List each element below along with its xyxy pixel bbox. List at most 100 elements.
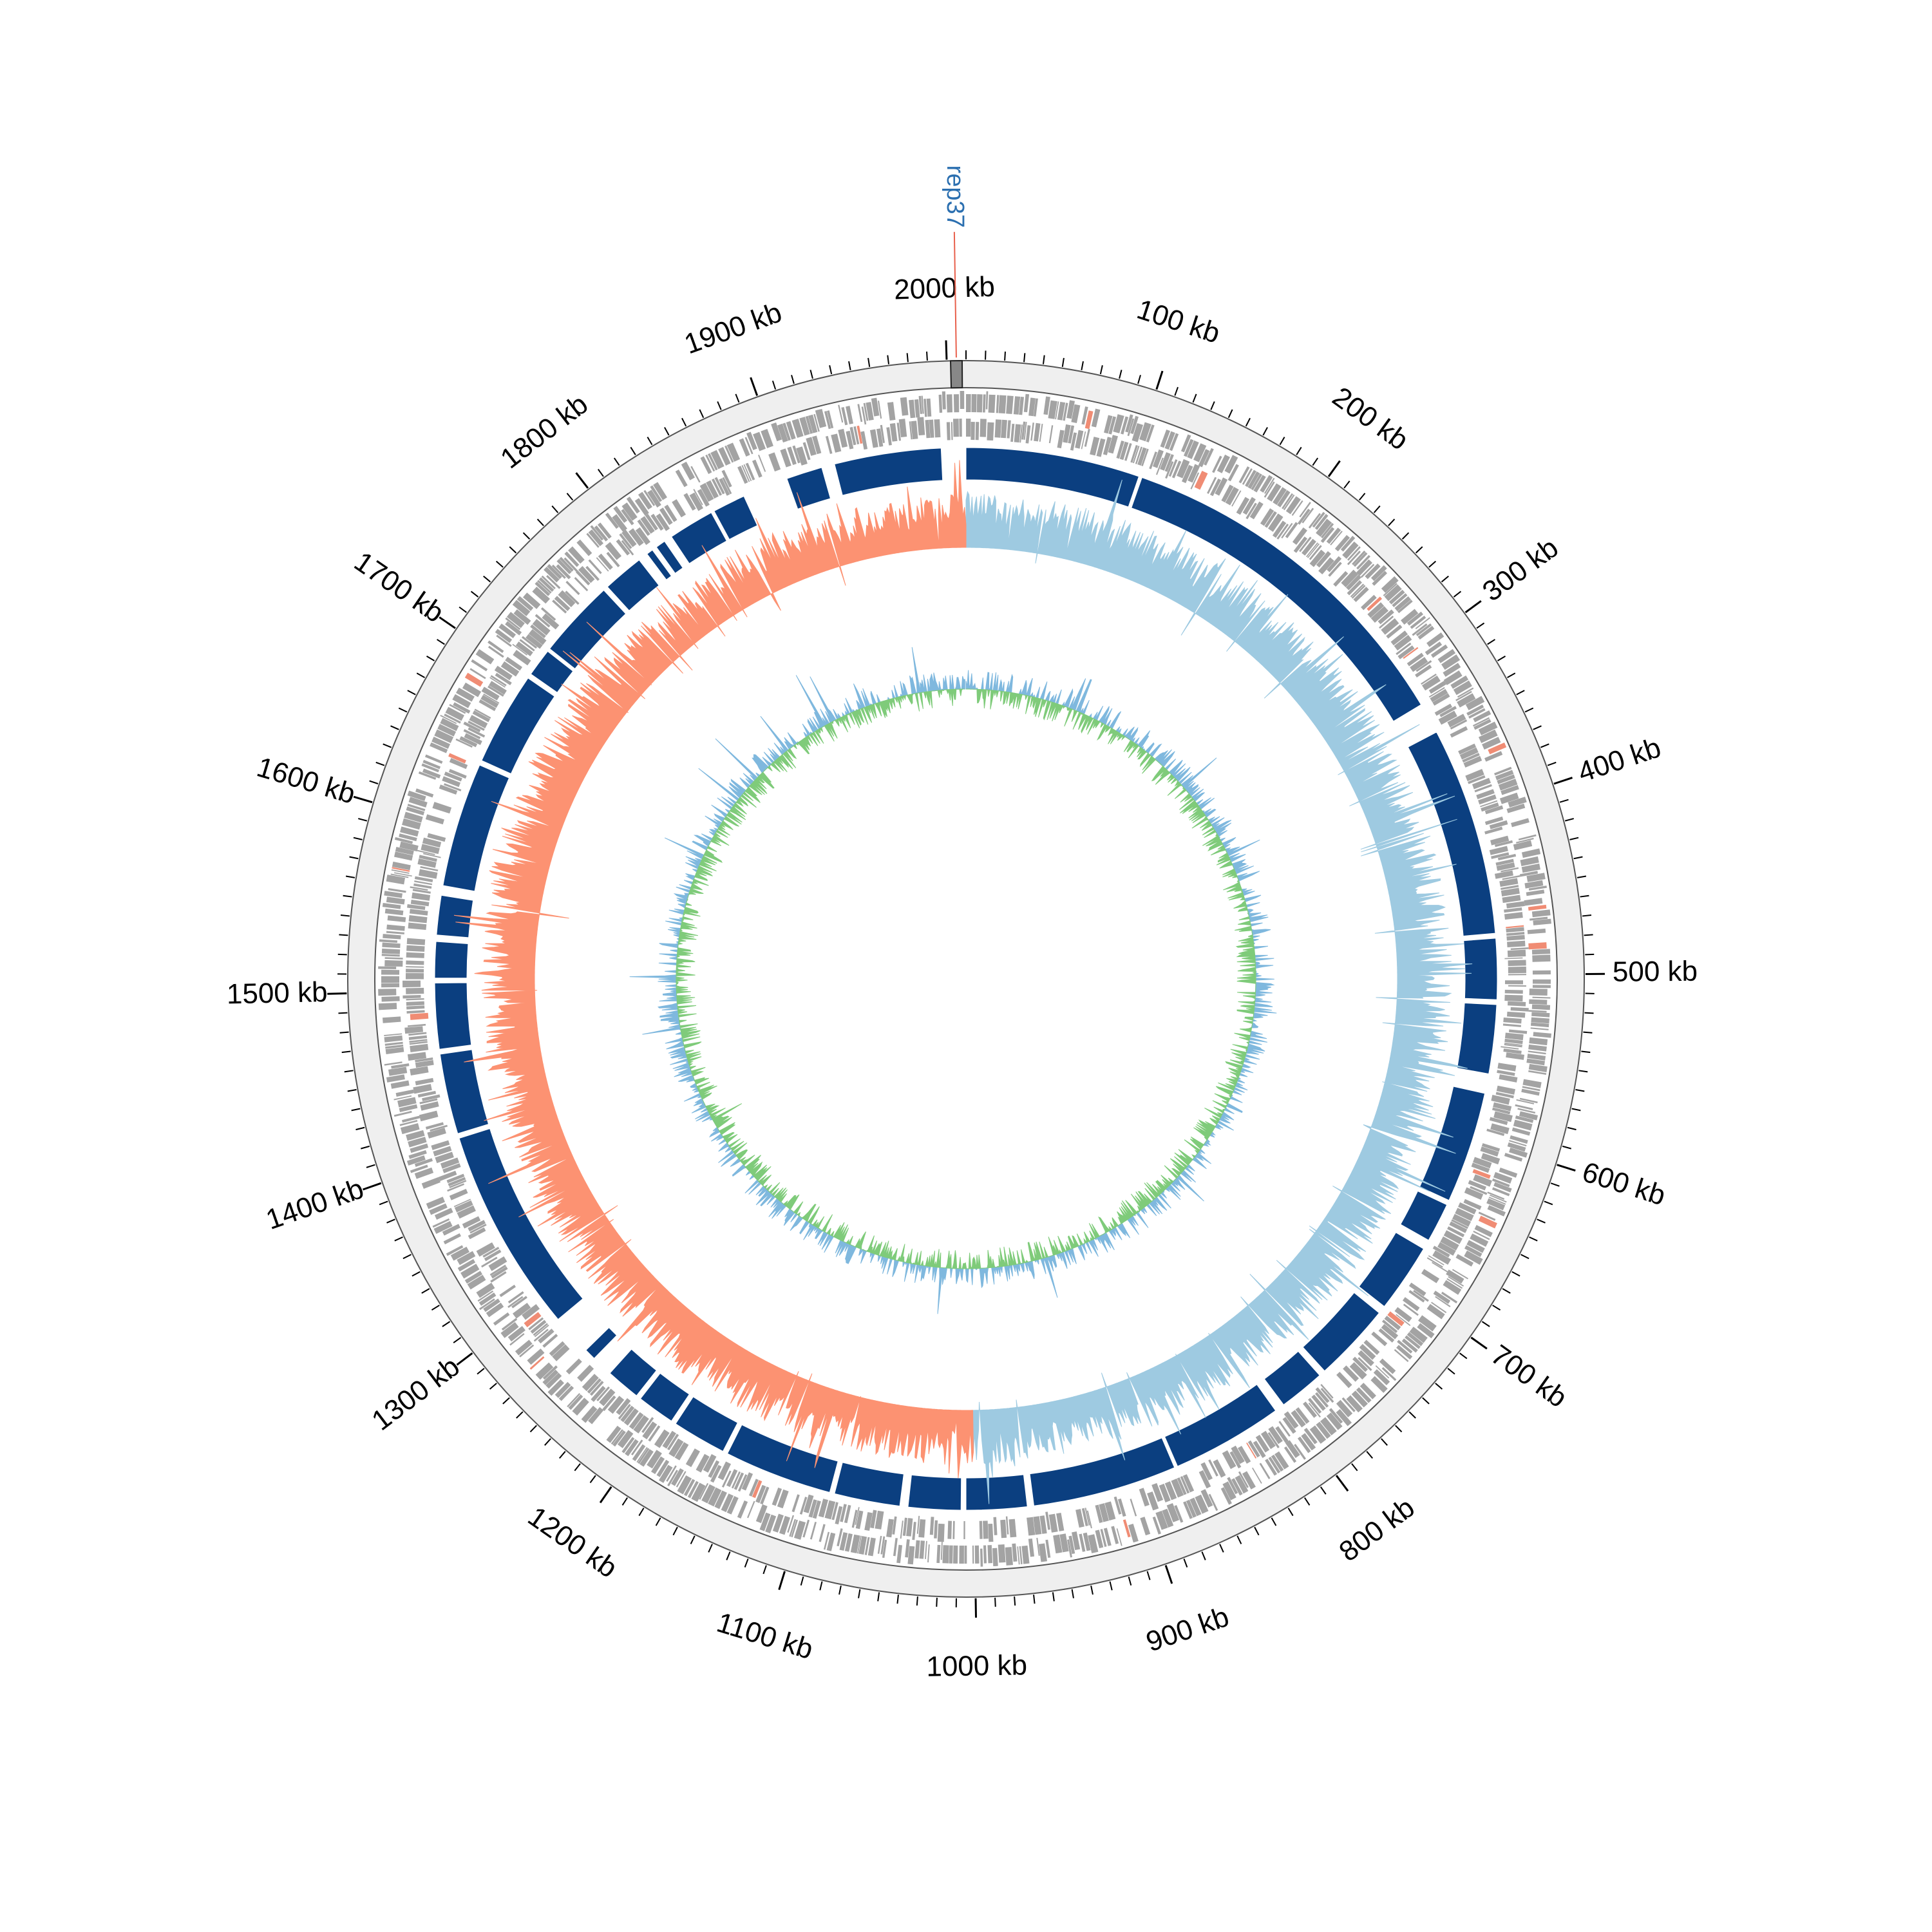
cds-forward-feature [1384, 584, 1402, 601]
cds-reverse-feature [449, 1180, 467, 1188]
cds-forward-feature [1388, 589, 1405, 605]
cds-reverse-feature [792, 445, 800, 464]
cds-reverse-feature [1165, 461, 1174, 479]
minor-tick [347, 1088, 357, 1092]
cds-forward-feature [918, 395, 923, 414]
cds-reverse-feature [552, 600, 567, 614]
cds-forward-feature [399, 833, 417, 842]
minor-tick [1511, 1271, 1520, 1277]
cds-forward-feature [708, 1487, 722, 1507]
cds-forward-feature [1511, 1127, 1531, 1136]
cds-forward-feature [858, 1536, 867, 1555]
minor-tick [1578, 1070, 1588, 1073]
cds-forward-feature [407, 790, 426, 801]
cds-reverse-feature [1025, 425, 1031, 444]
cds-forward-feature [1160, 429, 1170, 448]
cds-reverse-feature [1045, 1511, 1051, 1530]
cds-reverse-feature [407, 904, 426, 910]
cds-reverse-feature [635, 527, 650, 545]
cds-forward-feature [393, 1095, 412, 1101]
cds-forward-feature [478, 1293, 497, 1306]
cds-forward-feature [1285, 1440, 1300, 1458]
cds-forward-feature [471, 659, 488, 672]
minor-tick [1580, 895, 1589, 898]
cds-reverse-feature [422, 853, 441, 858]
cds-reverse-feature [565, 1358, 582, 1375]
minor-tick [339, 934, 348, 936]
cds-reverse-feature [628, 528, 644, 546]
cds-reverse-feature [1180, 1476, 1190, 1494]
cds-forward-feature [1528, 1044, 1547, 1052]
minor-tick [1254, 1526, 1260, 1536]
cds-reverse-feature [637, 519, 650, 536]
cds-reverse-feature [495, 672, 512, 686]
cds-forward-feature [1513, 1119, 1533, 1131]
cds-reverse-feature [925, 419, 931, 439]
cds-reverse-feature [419, 1098, 438, 1104]
syntenic-block [786, 467, 831, 510]
cds-forward-feature [1242, 468, 1253, 485]
cds-forward-feature [1066, 400, 1075, 419]
minor-tick [1296, 446, 1302, 455]
cds-forward-feature [810, 1521, 817, 1540]
cds-forward-feature [507, 1326, 526, 1342]
cds-forward-feature [1264, 481, 1275, 498]
cds-reverse-feature [1130, 444, 1138, 463]
cds-forward-feature [1351, 1390, 1368, 1408]
tick-label: 1400 kb [262, 1173, 368, 1236]
cds-forward-feature [1528, 1010, 1547, 1013]
cds-forward-feature [1146, 424, 1155, 442]
cds-reverse-feature [448, 769, 467, 779]
cds-reverse-feature [406, 945, 425, 952]
cds-reverse-feature [1303, 1401, 1317, 1418]
syntenic-block [1407, 732, 1496, 937]
minor-tick [810, 370, 813, 379]
cds-forward-feature [408, 1150, 427, 1159]
cds-forward-feature [393, 1110, 412, 1117]
cds-reverse-feature [947, 1520, 952, 1539]
cds-forward-feature [1510, 1135, 1528, 1144]
cds-reverse-feature [1396, 1314, 1411, 1326]
syntenic-block [442, 764, 510, 892]
cds-forward-feature [1484, 751, 1503, 762]
cds-forward-feature [1183, 1501, 1193, 1519]
major-tick [1464, 600, 1482, 614]
cds-forward-feature [1353, 552, 1368, 567]
cds-reverse-feature [1480, 800, 1498, 808]
cds-reverse-feature [577, 1365, 594, 1382]
cds-forward-feature [857, 404, 863, 422]
cds-reverse-feature [734, 1472, 744, 1490]
cds-reverse-feature [1506, 925, 1524, 929]
cds-forward-feature [1532, 954, 1551, 962]
cds-reverse-feature [1440, 1236, 1459, 1251]
cds-forward-feature [1473, 719, 1492, 730]
cds-reverse-feature [1056, 1512, 1065, 1531]
cds-reverse-feature [1508, 1029, 1528, 1034]
syntenic-block [459, 1128, 583, 1320]
cds-forward-feature [779, 1515, 791, 1535]
cds-reverse-feature [1413, 1289, 1429, 1302]
cds-reverse-feature [1249, 501, 1264, 520]
cds-reverse-feature [886, 1519, 894, 1538]
cds-reverse-feature [896, 422, 901, 441]
cds-reverse-feature [1499, 1074, 1518, 1083]
cds-forward-feature [1468, 708, 1486, 719]
syntenic-block [714, 495, 758, 540]
minor-tick [1401, 532, 1410, 540]
cds-reverse-feature [1275, 1426, 1289, 1443]
minor-tick [1320, 1486, 1327, 1495]
cds-forward-feature [402, 818, 421, 830]
cds-reverse-feature [1397, 645, 1415, 659]
cds-forward-feature [1487, 1205, 1506, 1217]
cds-forward-feature [1012, 1543, 1018, 1562]
cds-reverse-feature [1135, 446, 1142, 464]
cds-forward-feature [1508, 797, 1527, 808]
cds-reverse-feature [1486, 1128, 1505, 1136]
cds-reverse-feature [706, 480, 719, 499]
major-tick [1470, 1336, 1488, 1350]
cds-reverse-feature [430, 1124, 448, 1132]
cds-reverse-feature [565, 591, 580, 605]
cds-forward-feature [1260, 475, 1273, 493]
cds-reverse-feature [1426, 1257, 1443, 1268]
cds-reverse-feature [722, 477, 732, 495]
